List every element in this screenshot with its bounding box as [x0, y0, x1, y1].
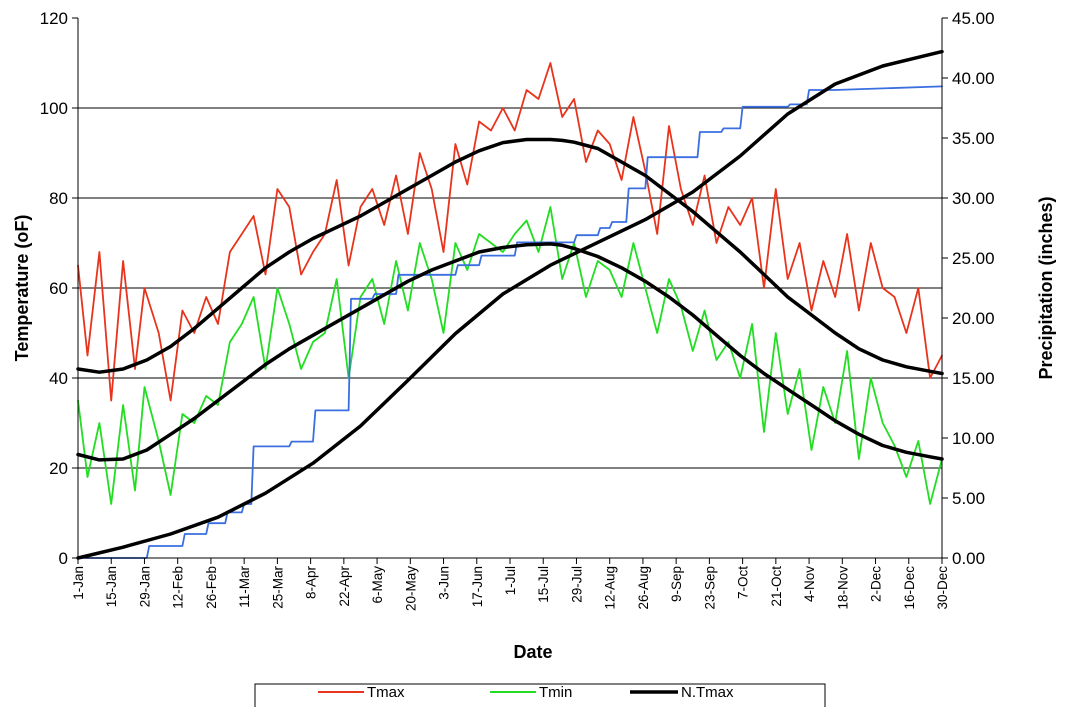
y-tick-label: 120	[40, 9, 68, 28]
x-tick-label: 22-Apr	[337, 566, 352, 607]
y2-tick-label: 30.00	[952, 189, 995, 208]
y2-tick-label: 40.00	[952, 69, 995, 88]
legend-box	[254, 683, 826, 707]
y2-tick-label: 10.00	[952, 429, 995, 448]
y2-tick-label: 45.00	[952, 9, 995, 28]
x-axis-ticks: 1-Jan 15-Jan 29-Jan 12-Feb 26-Feb 11-Mar 25-Ma…	[71, 558, 950, 611]
y2-axis-title: Precipitation (inches)	[1036, 196, 1056, 379]
x-tick-label: 26-Feb	[204, 566, 219, 609]
y2-tick-label: 5.00	[952, 489, 985, 508]
x-tick-label: 3-Jun	[437, 566, 452, 600]
y-tick-label: 40	[49, 369, 68, 388]
legend-label-tmin: Tmin	[539, 684, 572, 701]
x-tick-label: 11-Mar	[237, 566, 252, 608]
series-line-tmax	[77, 62, 943, 402]
x-tick-label: 4-Nov	[802, 566, 817, 602]
series-line-tmin	[77, 206, 943, 505]
x-tick-label: 8-Apr	[304, 565, 319, 599]
series-layer	[76, 49, 944, 560]
y2-tick-label: 15.00	[952, 369, 995, 388]
x-tick-label: 29-Jul	[569, 566, 584, 603]
x-tick-label: 23-Sep	[702, 566, 717, 610]
x-axis-title: Date	[513, 642, 552, 662]
y2-tick-label: 20.00	[952, 309, 995, 328]
x-tick-label: 6-May	[370, 566, 385, 604]
legend: Tmax Tmin N.Tmax	[254, 683, 826, 707]
y-tick-label: 100	[40, 99, 68, 118]
x-tick-label: 30-Dec	[935, 566, 950, 610]
x-tick-label: 9-Sep	[669, 566, 684, 602]
x-tick-label: 21-Oct	[769, 566, 784, 607]
series-line-n-precip	[76, 49, 944, 560]
x-tick-label: 26-Aug	[636, 566, 651, 610]
x-tick-label: 18-Nov	[835, 566, 850, 610]
series-line-n-tmax	[76, 137, 944, 376]
series-line-n-tmin	[76, 242, 944, 462]
y-axis-title: Temperature (oF)	[12, 215, 32, 362]
x-tick-label: 20-May	[403, 566, 418, 611]
x-tick-label: 29-Jan	[137, 566, 152, 607]
y-tick-label: 0	[59, 549, 68, 568]
y-axis-ticks: 0 20 40 60 80 100 120	[40, 9, 78, 568]
x-tick-label: 7-Oct	[736, 566, 751, 599]
series-line-precip	[77, 85, 943, 559]
x-tick-label: 16-Dec	[902, 566, 917, 610]
y-tick-label: 60	[49, 279, 68, 298]
y2-tick-label: 25.00	[952, 249, 995, 268]
x-tick-label: 17-Jun	[470, 566, 485, 607]
legend-label-tmax: Tmax	[367, 684, 405, 701]
y-tick-label: 20	[49, 459, 68, 478]
x-tick-label: 2-Dec	[869, 566, 884, 602]
y2-axis-ticks: 0.00 5.00 10.00 15.00 20.00 25.00 30.00 35.00 40…	[942, 9, 995, 568]
x-tick-label: 1-Jan	[71, 566, 86, 600]
legend-label-ntmax: N.Tmax	[681, 684, 734, 701]
x-tick-label: 12-Aug	[603, 566, 618, 610]
x-tick-label: 15-Jul	[536, 566, 551, 603]
x-tick-label: 12-Feb	[171, 566, 186, 609]
y2-tick-label: 0.00	[952, 549, 985, 568]
x-tick-label: 25-Mar	[270, 566, 285, 609]
x-tick-label: 15-Jan	[104, 566, 119, 607]
x-tick-label: 1-Jul	[503, 566, 518, 595]
y2-tick-label: 35.00	[952, 129, 995, 148]
y-tick-label: 80	[49, 189, 68, 208]
